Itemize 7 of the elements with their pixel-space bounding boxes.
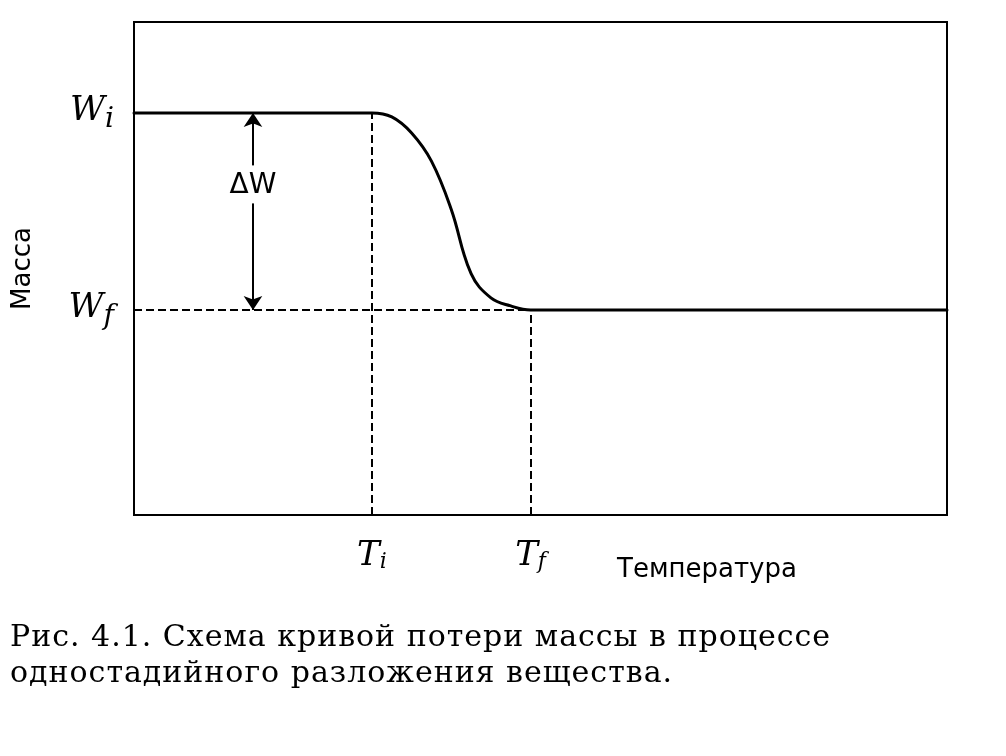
- x-axis-title: Температура: [616, 553, 797, 583]
- x-tick-label: Ti: [357, 533, 387, 573]
- x-tick-label: Tf: [515, 533, 550, 573]
- annotation: ΔW: [229, 165, 277, 204]
- y-axis-title: Масса: [6, 227, 36, 310]
- text: Рис. 4.1. Схема кривой потери массы в процессе одностадийного разложения вещества.: [10, 618, 833, 690]
- text: W$_{i}$: [69, 87, 114, 137]
